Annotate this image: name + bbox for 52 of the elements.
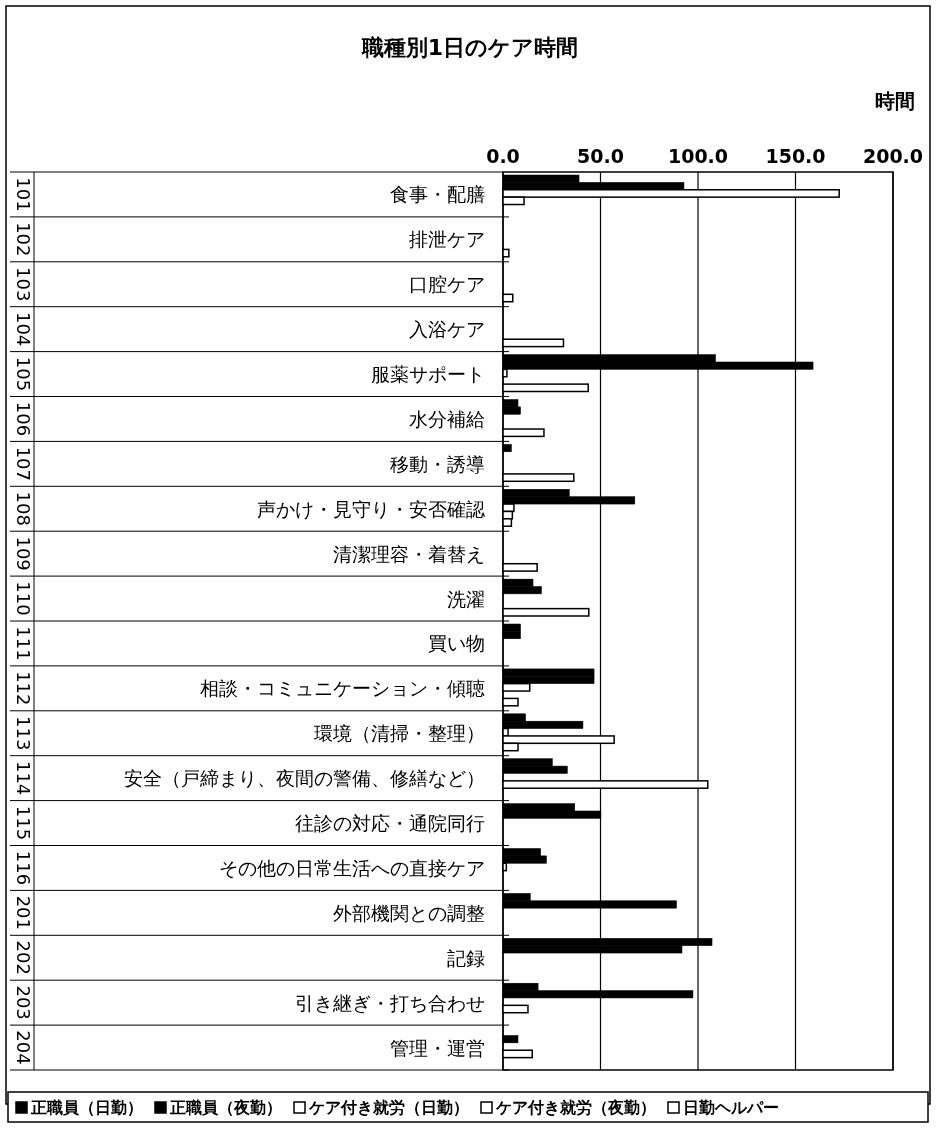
legend-label: ケア付き就労（夜勤） [495, 1098, 656, 1117]
y-tick-label: 清潔理容・着替え [333, 542, 485, 565]
chart-title: 職種別1日のケア時間 [360, 35, 579, 60]
y-tick-label: 洗濯 [447, 587, 485, 610]
legend-label: ケア付き就労（日勤） [308, 1098, 469, 1117]
text: 105 [13, 356, 34, 392]
text: 102 [13, 222, 34, 257]
y-tick-label: 環境（清掃・整理） [314, 722, 485, 745]
y-tick-label: 口腔ケア [409, 273, 485, 296]
legend-label: 正職員（日勤） [30, 1098, 143, 1117]
legend-label: 日勤ヘルパー [683, 1098, 779, 1117]
x-tick-label: 200.0 [862, 145, 924, 167]
text: 203 [13, 985, 34, 1020]
x-tick-label: 50.0 [577, 145, 624, 167]
text: 103 [13, 267, 34, 302]
y-tick-label: 食事・配膳 [390, 183, 485, 206]
text: 112 [13, 671, 34, 706]
text: 201 [13, 895, 34, 931]
text: 116 [13, 850, 34, 886]
y-tick-label: 記録 [447, 946, 485, 969]
text: 106 [13, 401, 34, 437]
y-tick-label: 管理・運営 [390, 1036, 485, 1059]
y-tick-label: 声かけ・見守り・安否確認 [257, 497, 485, 520]
text: 107 [13, 446, 34, 482]
y-tick-label: 入浴ケア [409, 318, 485, 341]
legend-label: 正職員（夜勤） [169, 1098, 282, 1117]
y-tick-label: 買い物 [428, 632, 485, 655]
text: 101 [13, 177, 34, 212]
text: 109 [13, 536, 34, 571]
text: 111 [13, 626, 34, 661]
text: 110 [13, 581, 34, 616]
y-tick-label: 水分補給 [409, 407, 485, 430]
x-tick-label: 100.0 [667, 145, 729, 167]
text: 114 [13, 760, 34, 796]
text: 204 [13, 1030, 34, 1065]
x-tick-label: 150.0 [765, 145, 826, 167]
y-tick-label: その他の日常生活への直接ケア [219, 856, 485, 879]
x-axis-title: 時間 [875, 89, 915, 113]
y-tick-label: 往診の対応・通院同行 [295, 812, 485, 835]
y-tick-label: 安全（戸締まり、夜間の警備、修繕など） [124, 767, 485, 790]
text: 113 [13, 716, 34, 751]
text: 108 [13, 491, 34, 526]
text: 202 [13, 940, 34, 975]
text: 115 [13, 805, 34, 841]
y-tick-label: 相談・コミュニケーション・傾聴 [200, 677, 485, 700]
x-tick-label: 0.0 [486, 145, 520, 167]
y-tick-label: 外部機関との調整 [333, 901, 485, 924]
text: 104 [13, 311, 34, 347]
y-tick-label: 服薬サポート [371, 363, 485, 386]
y-tick-label: 移動・誘導 [390, 452, 485, 475]
y-tick-label: 引き継ぎ・打ち合わせ [295, 991, 485, 1014]
y-tick-label: 排泄ケア [409, 228, 485, 251]
